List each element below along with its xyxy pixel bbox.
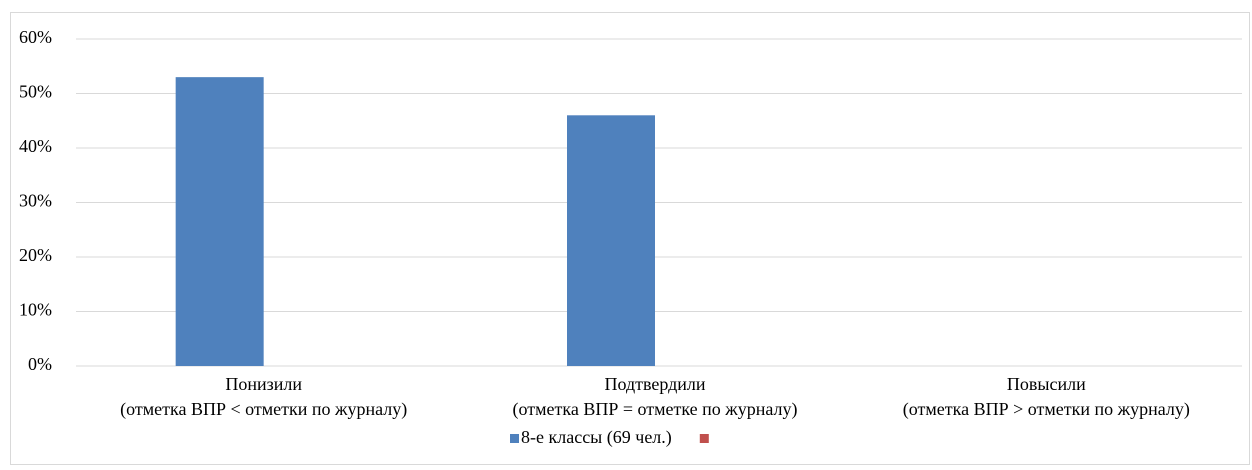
y-tick-label: 50% <box>19 82 52 102</box>
x-tick-label: (отметка ВПР = отметке по журналу) <box>513 399 798 420</box>
y-tick-label: 60% <box>19 27 52 47</box>
bar <box>175 77 264 367</box>
x-tick-label: Подтвердили <box>604 374 705 394</box>
x-tick-label: Понизили <box>225 374 302 394</box>
x-tick-label: Повысили <box>1007 374 1086 394</box>
legend-label: 8-е классы (69 чел.) <box>521 427 672 448</box>
bar <box>567 115 655 366</box>
y-tick-label: 40% <box>19 136 52 156</box>
x-tick-label: (отметка ВПР > отметки по журналу) <box>903 399 1190 420</box>
legend-swatch <box>510 434 519 443</box>
legend-swatch <box>699 434 709 443</box>
y-tick-label: 10% <box>19 300 52 320</box>
y-tick-label: 0% <box>28 354 52 374</box>
y-tick-label: 20% <box>19 245 52 265</box>
y-tick-label: 30% <box>19 191 52 211</box>
x-tick-label: (отметка ВПР < отметки по журналу) <box>120 399 407 420</box>
